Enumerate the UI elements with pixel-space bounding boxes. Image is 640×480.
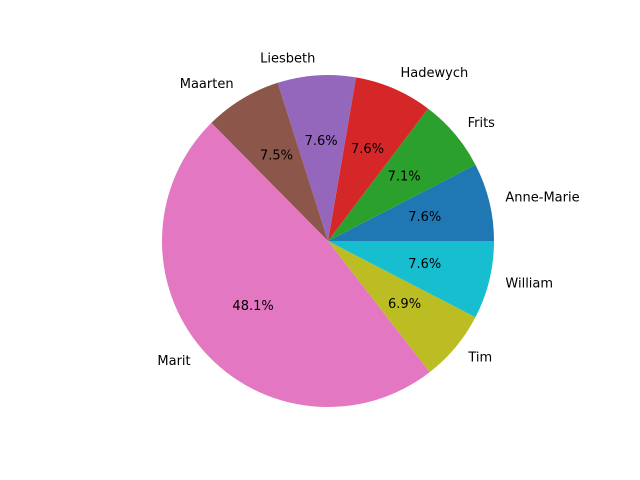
pie-slice-anne-marie — [328, 164, 494, 241]
pie-slice-maarten — [211, 82, 328, 242]
slice-label: Maarten — [180, 77, 234, 92]
slice-label: Frits — [468, 116, 496, 131]
slice-percent-label: 7.6% — [408, 210, 441, 225]
pie-slices — [161, 74, 494, 408]
slice-label: Hadewych — [401, 66, 469, 81]
slice-percent-label: 6.9% — [388, 297, 421, 312]
slice-label: Tim — [467, 350, 492, 365]
pie-slice-hadewych — [328, 77, 429, 241]
slice-percent-label: 7.1% — [388, 169, 421, 184]
slice-percent-label: 48.1% — [232, 299, 273, 314]
slice-percent-label: 7.6% — [305, 134, 338, 149]
slice-label: Liesbeth — [260, 51, 315, 66]
slice-percent-label: 7.6% — [351, 142, 384, 157]
pie-slice-william — [328, 241, 494, 318]
slice-percent-label: 7.5% — [260, 148, 293, 163]
slice-percent-label: 7.6% — [408, 257, 441, 272]
slice-label: Anne-Marie — [505, 190, 579, 205]
pie-slice-liesbeth — [277, 74, 357, 241]
slice-label: Marit — [157, 354, 190, 369]
slice-label: William — [505, 277, 553, 292]
pie-slice-frits — [328, 108, 476, 241]
pie-slice-tim — [328, 241, 476, 373]
pie-slice-marit — [161, 122, 430, 408]
pie-labels: Anne-Marie 7.6% Frits 7.1% Hadewych 7.6% Liesb… — [157, 51, 579, 368]
